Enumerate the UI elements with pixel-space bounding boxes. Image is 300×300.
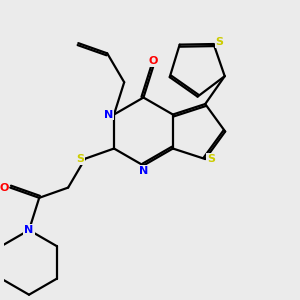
Text: O: O (0, 183, 8, 193)
Text: S: S (216, 37, 224, 47)
Text: N: N (24, 225, 34, 235)
Text: S: S (207, 154, 215, 164)
Text: N: N (139, 166, 148, 176)
Text: S: S (76, 154, 84, 164)
Text: N: N (104, 110, 113, 119)
Text: O: O (149, 56, 158, 66)
